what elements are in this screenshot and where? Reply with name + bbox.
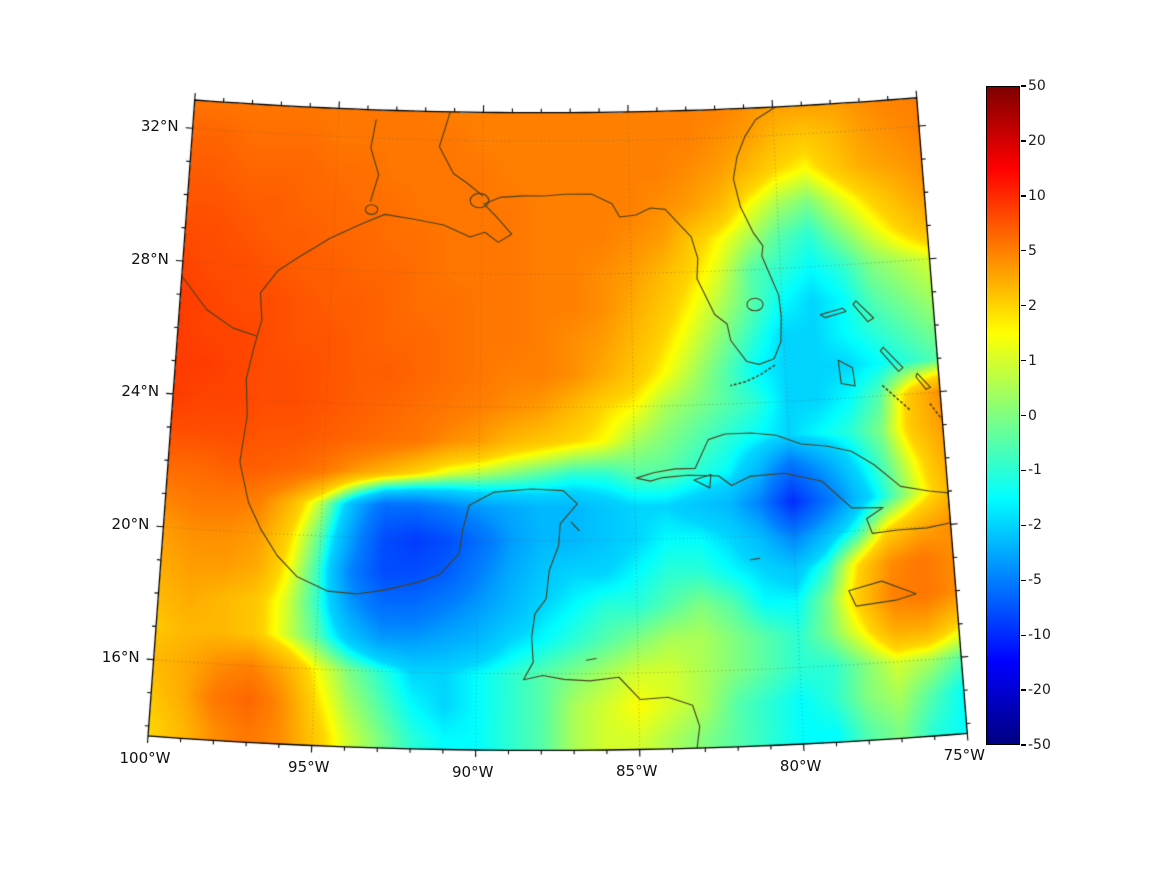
colorbar: [986, 86, 1020, 745]
colorbar-gradient: [987, 87, 1019, 744]
